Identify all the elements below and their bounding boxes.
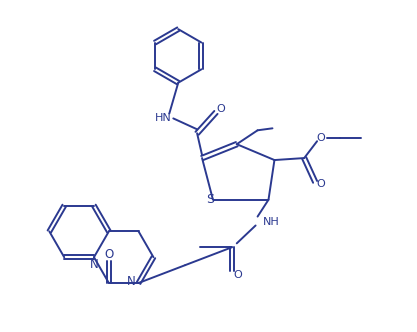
- Text: O: O: [104, 248, 113, 261]
- Text: O: O: [317, 179, 325, 189]
- Text: O: O: [234, 270, 242, 280]
- Text: O: O: [317, 133, 325, 143]
- Text: NH: NH: [263, 216, 279, 226]
- Text: S: S: [206, 193, 214, 206]
- Text: N: N: [90, 258, 98, 271]
- Text: N: N: [127, 276, 136, 289]
- Text: O: O: [216, 105, 225, 115]
- Text: HN: HN: [155, 114, 172, 124]
